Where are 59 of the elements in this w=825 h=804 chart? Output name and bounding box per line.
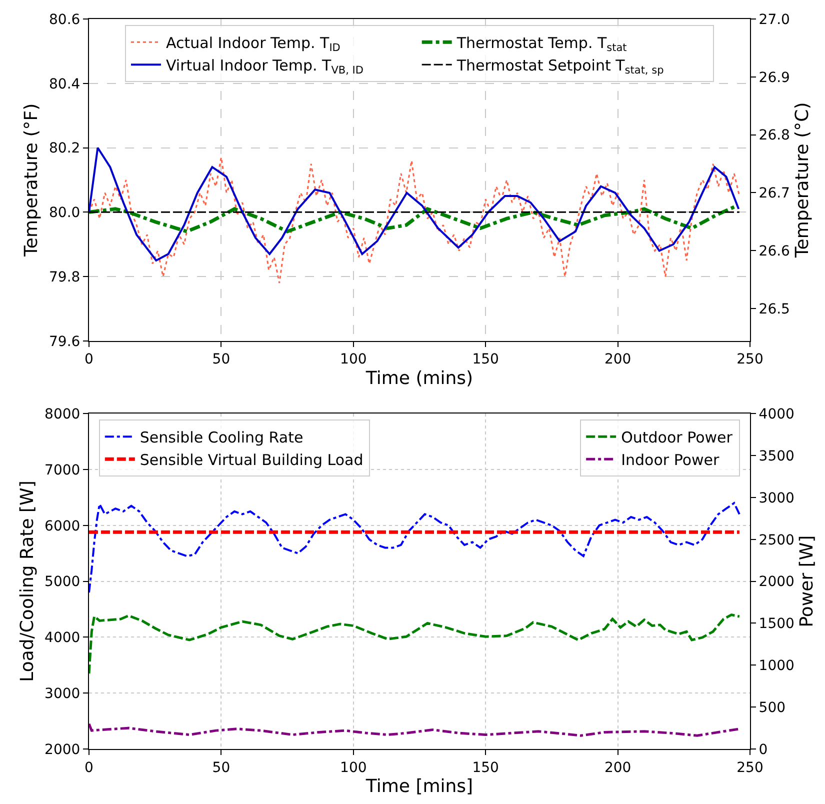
line-series [89, 502, 740, 594]
y2-tick-label: 2000 [758, 574, 794, 590]
legend-label: Actual Indoor Temp. T$_{ID}$ [166, 34, 340, 54]
y2-tick-label: 3000 [758, 490, 794, 506]
legend-label: Sensible Cooling Rate [140, 428, 304, 447]
y2-tick-label: 26.5 [758, 301, 790, 318]
x-tick-label: 200 [604, 352, 632, 368]
legend-label: Virtual Indoor Temp. T$_{VB, ID}$ [166, 56, 364, 77]
y-tick-label: 4000 [44, 630, 80, 646]
y2-axis-title: Temperature (°C) [792, 102, 814, 259]
y2-tick-label: 3500 [758, 448, 794, 464]
y2-tick-label: 26.8 [758, 128, 790, 144]
x-tick-label: 250 [736, 352, 764, 368]
y2-tick-label: 26.6 [758, 244, 790, 260]
x-tick-label: 200 [604, 760, 632, 776]
y2-axis-title: Power [W] [796, 535, 818, 628]
y-tick-label: 80.4 [49, 76, 80, 92]
x-tick-label: 150 [472, 760, 499, 776]
line-series [89, 156, 740, 284]
line-series [89, 614, 741, 675]
y-tick-label: 3000 [44, 686, 80, 702]
y-tick-label: 8000 [44, 406, 80, 422]
x-tick-label: 150 [472, 352, 499, 368]
x-tick-label: 0 [84, 760, 94, 776]
y-tick-label: 79.6 [49, 334, 80, 350]
x-tick-label: 100 [340, 760, 367, 776]
y2-tick-label: 26.9 [758, 70, 790, 86]
y2-tick-label: 500 [758, 700, 786, 716]
x-axis-title: Time (mins) [364, 368, 474, 389]
x-axis-title: Time [mins] [364, 776, 474, 797]
y-axis-title: Load/Cooling Rate [W] [16, 480, 38, 682]
line-series [89, 146, 740, 262]
y-tick-label: 6000 [44, 518, 80, 534]
y-tick-label: 2000 [44, 742, 80, 758]
x-tick-label: 250 [736, 760, 764, 776]
legend-label: Thermostat Temp. T$_{stat}$ [456, 34, 627, 54]
y2-tick-label: 27.0 [758, 12, 790, 28]
y2-tick-label: 4000 [758, 406, 794, 422]
y2-tick-label: 1500 [758, 616, 794, 632]
y-tick-label: 80.0 [49, 205, 80, 222]
legend-label: Outdoor Power [621, 428, 734, 447]
y2-tick-label: 0 [758, 742, 768, 758]
line-series [89, 722, 741, 737]
y-tick-label: 7000 [44, 462, 80, 478]
x-tick-label: 0 [84, 352, 94, 368]
x-tick-label: 50 [212, 352, 230, 368]
legend-label: Indoor Power [621, 451, 720, 470]
legend-label: Thermostat Setpoint T$_{stat, sp}$ [456, 56, 664, 77]
x-tick-label: 50 [212, 760, 230, 776]
y2-tick-label: 26.7 [758, 186, 790, 202]
y2-tick-label: 2500 [758, 532, 794, 548]
y-axis-title: Temperature (°F) [21, 103, 42, 258]
legend-label: Sensible Virtual Building Load [140, 451, 364, 470]
y2-tick-label: 1000 [758, 658, 794, 674]
x-tick-label: 100 [340, 352, 367, 368]
y-tick-label: 79.8 [49, 269, 80, 286]
y-tick-label: 80.6 [49, 12, 80, 28]
y-tick-label: 80.2 [49, 140, 80, 157]
y-tick-label: 5000 [44, 574, 80, 590]
